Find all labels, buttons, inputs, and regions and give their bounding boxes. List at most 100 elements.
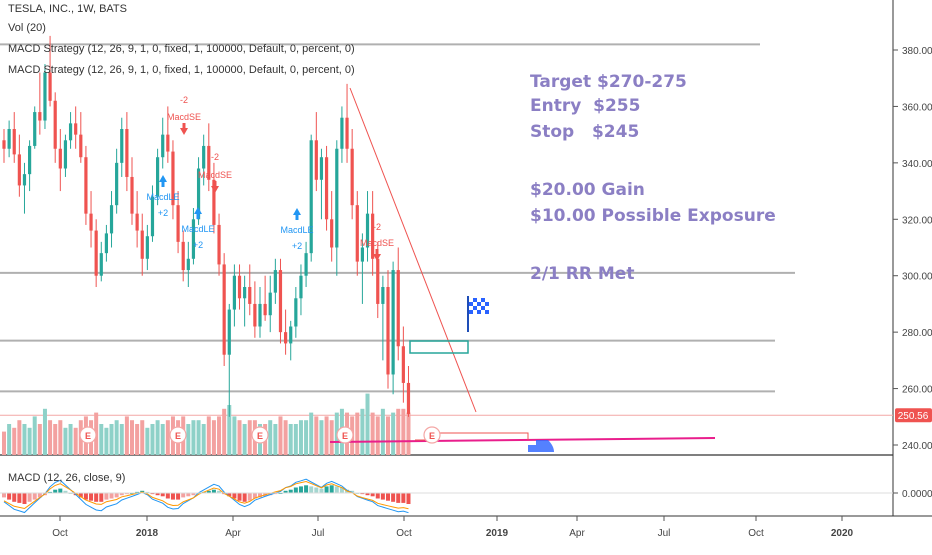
- volume-bar: [273, 424, 278, 455]
- volume-bar: [375, 416, 380, 455]
- volume-bar: [360, 408, 365, 455]
- candle-body: [125, 129, 129, 177]
- macd-zero-label: 0.0000: [902, 489, 932, 500]
- earnings-label: E: [85, 431, 91, 441]
- note-rr: 2/1 RR Met: [530, 264, 635, 284]
- strategy-legend-1[interactable]: MACD Strategy (12, 26, 9, 1, 0, fixed, 1…: [8, 43, 355, 55]
- candle-body: [79, 134, 83, 158]
- volume-bar: [27, 427, 32, 455]
- y-tick-label: 380.00: [902, 46, 932, 57]
- candle-body: [171, 151, 175, 206]
- buy-arrow-stem: [295, 215, 299, 220]
- macd-histogram-bar: [78, 493, 83, 498]
- candle-body: [58, 148, 62, 169]
- volume-bar: [283, 420, 288, 455]
- candle-body: [156, 157, 160, 197]
- candle-body: [376, 258, 380, 304]
- x-tick-label: Jul: [312, 528, 325, 539]
- macd-histogram-bar: [252, 493, 257, 499]
- earnings-marker-icon: [169, 426, 187, 444]
- macd-histogram-bar: [237, 493, 242, 501]
- macd-histogram-bar: [370, 493, 375, 497]
- flag-check: [473, 302, 477, 306]
- macd-histogram-bar: [53, 489, 58, 493]
- candle-body: [391, 270, 395, 375]
- macd-histogram-bar: [227, 493, 232, 497]
- last-price-badge: [895, 408, 932, 423]
- volume-bar: [401, 408, 406, 455]
- volume-bar: [222, 408, 227, 455]
- volume-bar: [329, 420, 334, 455]
- earnings-marker-icon: [79, 426, 97, 444]
- volume-bar: [124, 416, 129, 455]
- macd-line: [3, 478, 409, 514]
- candle-body: [365, 213, 370, 248]
- volume-bar: [196, 420, 201, 455]
- flag-check: [469, 306, 473, 310]
- candle-body: [396, 270, 400, 347]
- signal-qty-label: +2: [292, 241, 302, 251]
- candle-body: [360, 247, 364, 262]
- candle-body: [22, 174, 27, 186]
- macd-histogram-bar: [37, 493, 42, 498]
- volume-bar: [365, 393, 370, 455]
- candle-body: [278, 270, 283, 333]
- candle-body: [140, 230, 144, 259]
- earnings-label: E: [175, 431, 181, 441]
- candle-body: [7, 129, 11, 149]
- strategy-legend-2[interactable]: MACD Strategy (12, 26, 9, 1, 0, fixed, 1…: [8, 64, 355, 76]
- volume-bar: [406, 412, 411, 455]
- volume-bar: [355, 412, 360, 455]
- macd-histogram-bar: [401, 493, 406, 503]
- buy-arrow-icon: [159, 175, 167, 182]
- candle-body: [186, 258, 190, 271]
- candle-body: [99, 253, 103, 276]
- volume-bar: [135, 424, 140, 455]
- signal-line: [3, 480, 409, 510]
- volume-bar: [53, 424, 58, 455]
- macd-indicator: [0, 478, 893, 514]
- macd-histogram-bar: [242, 493, 247, 502]
- magenta-line: [329, 437, 716, 443]
- macd-histogram-bar: [135, 491, 140, 493]
- y-tick-label: 320.00: [902, 215, 932, 226]
- volume-bar: [22, 424, 27, 455]
- y-tick-label: 280.00: [902, 328, 932, 339]
- volume-legend[interactable]: Vol (20): [8, 22, 46, 34]
- signal-qty-label: -2: [180, 95, 188, 105]
- volume-bar: [227, 405, 232, 455]
- volume-bar: [119, 424, 124, 455]
- volume-bar: [104, 427, 109, 455]
- note-target: Target $270-275: [530, 72, 687, 92]
- candle-body: [345, 117, 349, 149]
- earnings-label: E: [257, 431, 263, 441]
- x-tick-label: Apr: [569, 528, 585, 539]
- macd-histogram-bar: [375, 493, 380, 499]
- macd-legend[interactable]: MACD (12, 26, close, 9): [8, 472, 126, 484]
- volume-bar: [140, 420, 145, 455]
- macd-histogram-bar: [396, 493, 401, 503]
- macd-histogram-bar: [211, 489, 216, 493]
- candle-body: [53, 100, 57, 149]
- macd-histogram-bar: [334, 486, 339, 493]
- volume-bar: [186, 424, 191, 455]
- x-tick-label: 2019: [486, 528, 509, 539]
- y-tick-label: 240.00: [902, 441, 932, 452]
- candle-body: [381, 287, 385, 304]
- y-tick-label: 260.00: [902, 385, 932, 396]
- candle-body: [268, 292, 272, 316]
- macd-histogram-bar: [232, 493, 237, 499]
- drawings[interactable]: 250.56: [329, 87, 932, 452]
- macd-histogram-bar: [339, 487, 344, 493]
- macd-histogram-bar: [406, 493, 411, 504]
- macd-histogram-bar: [104, 493, 109, 500]
- candle-body: [166, 134, 170, 152]
- candle-body: [161, 134, 165, 158]
- macd-histogram-bar: [124, 493, 129, 495]
- x-tick-label: 2018: [136, 528, 159, 539]
- macd-histogram-bar: [386, 493, 390, 501]
- symbol-title[interactable]: TESLA, INC., 1W, BATS: [8, 3, 127, 15]
- volume-bar: [42, 408, 47, 455]
